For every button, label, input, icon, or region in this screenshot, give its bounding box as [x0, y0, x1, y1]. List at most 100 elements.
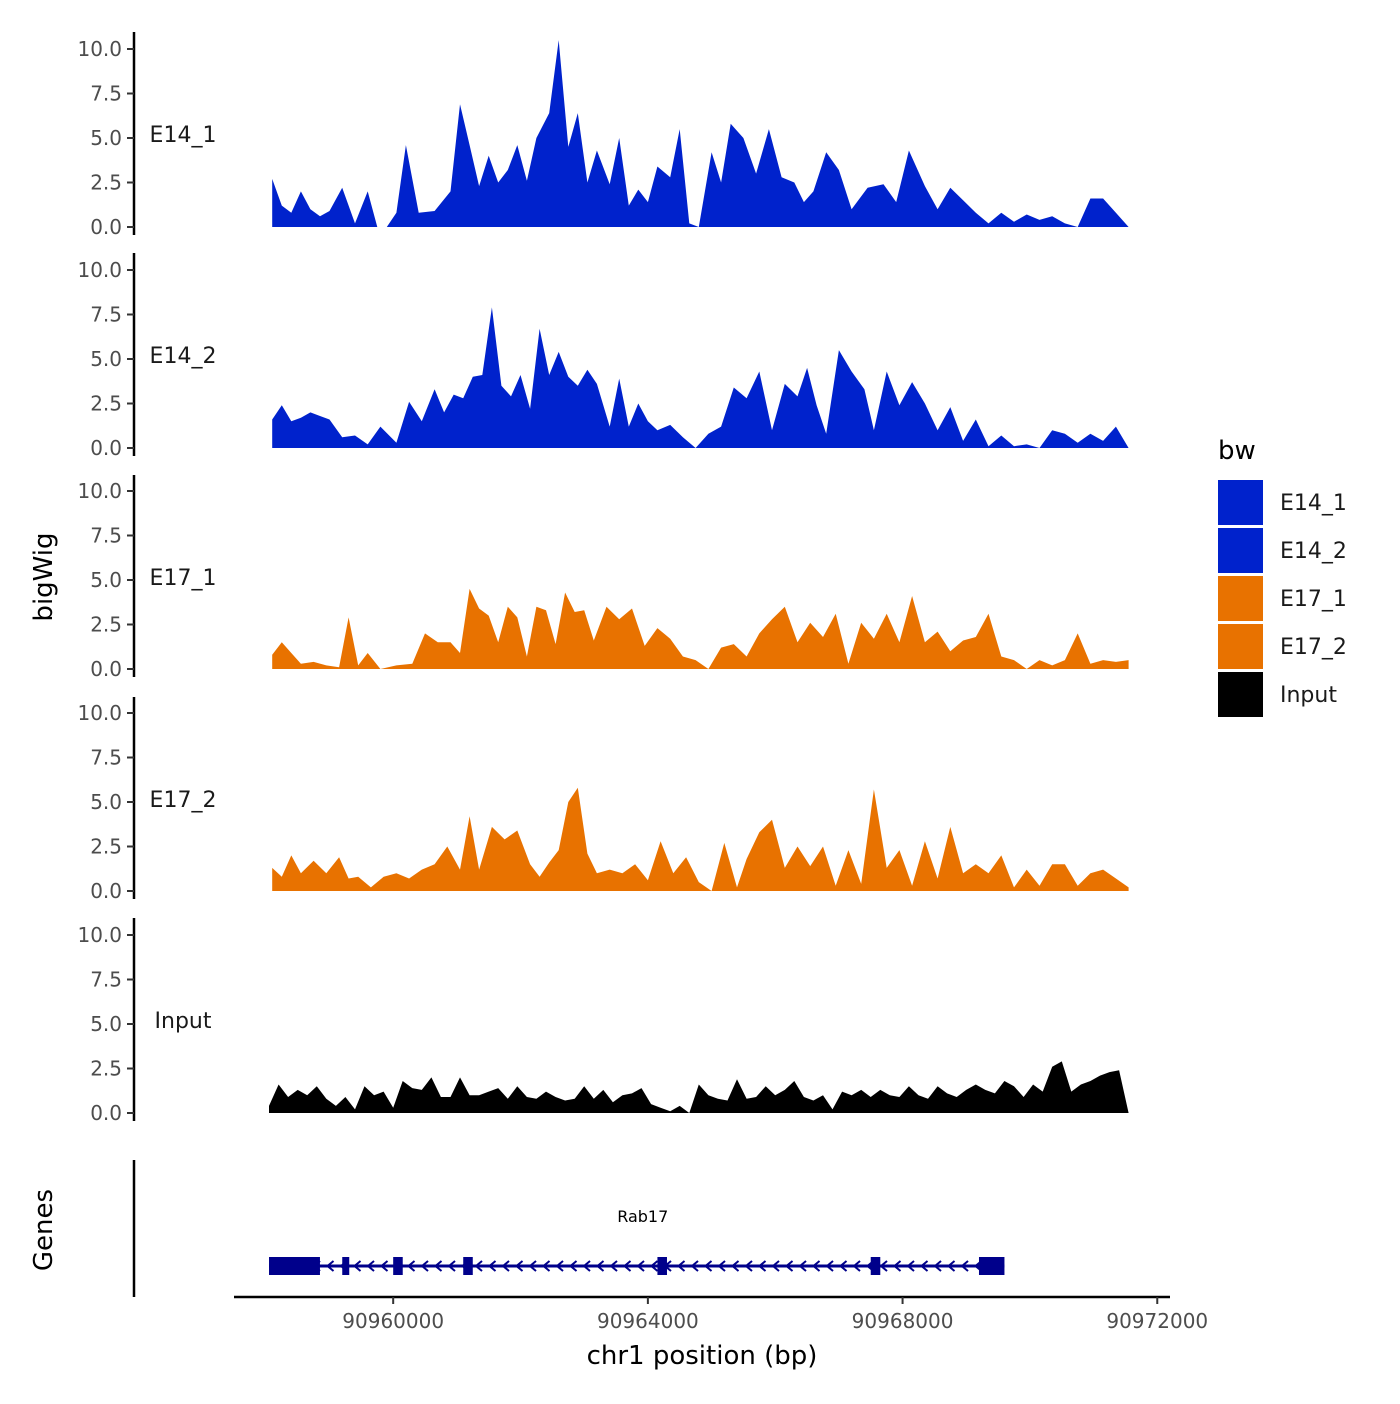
legend-label-e17-2: E17_2	[1280, 635, 1347, 660]
gene-exon	[269, 1257, 320, 1275]
y-tick-label: 2.5	[90, 613, 122, 637]
strand-chevron	[838, 1260, 848, 1272]
y-tick-label: 2.5	[90, 835, 122, 859]
y-tick-label: 7.5	[90, 968, 122, 992]
strand-chevron	[933, 1260, 942, 1272]
y-tick-label: 5.0	[90, 126, 122, 150]
legend-label-e14-1: E14_1	[1280, 491, 1347, 516]
gene-panel-title: Genes	[29, 1189, 59, 1271]
strand-chevron	[568, 1260, 578, 1272]
legend-swatch-e17-1	[1218, 576, 1263, 621]
strand-chevron	[690, 1260, 699, 1272]
x-axis-title: chr1 position (bp)	[587, 1341, 818, 1371]
strand-chevron	[811, 1260, 821, 1272]
y-tick-label: 5.0	[90, 1012, 122, 1036]
strand-chevron	[744, 1260, 753, 1272]
strand-chevron	[879, 1260, 888, 1272]
strand-chevron	[447, 1260, 456, 1272]
track-label-e14-1: E14_1	[150, 123, 217, 148]
strand-chevron	[919, 1260, 929, 1272]
strand-chevron	[892, 1260, 902, 1272]
gene-exon	[393, 1257, 403, 1275]
track-label-e14-2: E14_2	[150, 344, 217, 369]
y-tick-label: 10.0	[77, 37, 122, 61]
strand-chevron	[636, 1260, 645, 1272]
legend-swatch-e17-2	[1218, 624, 1263, 669]
strand-chevron	[676, 1260, 686, 1272]
strand-chevron	[622, 1260, 632, 1272]
y-tick-label: 2.5	[90, 171, 122, 195]
y-tick-label: 5.0	[90, 568, 122, 592]
y-tick-label: 2.5	[90, 1057, 122, 1081]
y-tick-label: 0.0	[90, 436, 122, 460]
y-tick-label: 0.0	[90, 1101, 122, 1125]
gene-exon	[657, 1257, 667, 1275]
strand-chevron	[474, 1260, 483, 1272]
strand-chevron	[514, 1260, 524, 1272]
track-labels: E14_1 E14_2 E17_1 E17_2 Input	[150, 123, 217, 1034]
strand-chevron	[717, 1260, 726, 1272]
y-tick-label: 7.5	[90, 746, 122, 770]
strand-chevron	[825, 1260, 834, 1272]
legend-swatch-e14-1	[1218, 480, 1263, 525]
strand-chevron	[528, 1260, 537, 1272]
x-tick-label: 90964000	[597, 1309, 699, 1333]
strand-chevron	[352, 1260, 362, 1272]
strand-chevron	[379, 1260, 389, 1272]
x-tick-label: 90960000	[342, 1309, 444, 1333]
strand-chevron	[771, 1260, 780, 1272]
track-label-e17-1: E17_1	[150, 566, 217, 591]
strand-chevron	[730, 1260, 740, 1272]
y-tick-label: 10.0	[77, 923, 122, 947]
gene-exon	[342, 1257, 350, 1275]
strand-chevron	[433, 1260, 443, 1272]
track-area-e17-1	[272, 588, 1129, 669]
strand-chevron	[703, 1260, 713, 1272]
track-area-input	[269, 1061, 1129, 1113]
legend-title: bw	[1218, 436, 1256, 466]
legend-label-e14-2: E14_2	[1280, 539, 1347, 564]
strand-chevron	[960, 1260, 969, 1272]
y-tick-label: 5.0	[90, 347, 122, 371]
y-tick-label: 10.0	[77, 479, 122, 503]
y-tick-label: 10.0	[77, 258, 122, 282]
strand-chevron	[555, 1260, 564, 1272]
y-tick-label: 7.5	[90, 303, 122, 327]
y-axis-title: bigWig	[29, 532, 59, 621]
gene-exon	[870, 1257, 881, 1275]
x-axis: 90960000 90964000 90968000 90972000	[234, 1295, 1208, 1333]
legend-label-input: Input	[1280, 683, 1337, 708]
track-label-input: Input	[155, 1009, 212, 1034]
strand-chevron	[757, 1260, 767, 1272]
y-tick-label: 0.0	[90, 879, 122, 903]
y-tick-label: 0.0	[90, 215, 122, 239]
legend-swatch-input	[1218, 672, 1263, 717]
strand-chevron	[406, 1260, 416, 1272]
strand-chevron	[609, 1260, 618, 1272]
strand-chevron	[798, 1260, 807, 1272]
strand-chevron	[501, 1260, 510, 1272]
gene-panel: Rab17	[132, 1160, 1005, 1297]
y-tick-label: 2.5	[90, 392, 122, 416]
y-tick-label: 0.0	[90, 657, 122, 681]
strand-chevron	[420, 1260, 429, 1272]
track-area-e14-1	[272, 40, 1129, 227]
strand-chevron	[366, 1260, 375, 1272]
strand-chevron	[784, 1260, 794, 1272]
legend-swatch-e14-2	[1218, 528, 1263, 573]
gene-exon	[463, 1257, 473, 1275]
strand-chevron	[325, 1260, 335, 1272]
legend: bw E14_1 E14_2 E17_1 E17_2 Input	[1218, 436, 1347, 717]
strand-chevron	[541, 1260, 551, 1272]
y-tick-label: 7.5	[90, 524, 122, 548]
strand-chevron	[906, 1260, 915, 1272]
strand-chevron	[595, 1260, 605, 1272]
y-tick-label: 5.0	[90, 790, 122, 814]
y-tick-label: 10.0	[77, 701, 122, 725]
gene-exon	[978, 1257, 1005, 1275]
legend-entries: E14_1 E14_2 E17_1 E17_2 Input	[1218, 480, 1347, 717]
strand-chevron	[582, 1260, 591, 1272]
strand-chevron	[852, 1260, 861, 1272]
